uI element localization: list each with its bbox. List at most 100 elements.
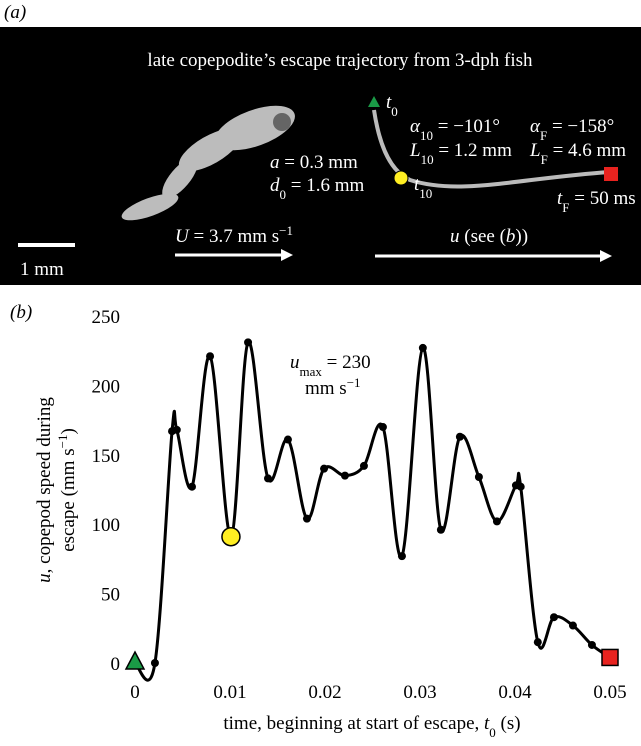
label-U-part: U [175,226,190,247]
label-u-part: )) [515,226,528,247]
label-d0: d0 = 1.6 mm [270,175,364,202]
annotation-part: = 230 [322,352,371,373]
data-point [533,638,542,647]
label-U-part: −1 [279,223,293,238]
y-axis-label: escape (mm s−1) [55,428,80,552]
label-d0-part: = 1.6 mm [286,175,364,196]
label-t10-part: 10 [419,186,432,201]
label-u: u (see (b)) [450,226,528,247]
scale-label: 1 mm [20,259,64,280]
data-point [378,423,387,432]
annotation-part: u [290,352,300,373]
end-marker [604,167,618,181]
label-tF-part: F [562,200,569,215]
speed-line [133,340,611,682]
data-point [188,482,196,491]
label-L10-part: L [409,140,421,161]
data-point [302,514,311,523]
label-d0-part: 0 [280,187,287,202]
label-a-part: a [270,152,280,173]
data-point [492,517,501,526]
data-point [397,552,406,561]
label-tF-part: = 50 ms [570,188,636,209]
label-U-part: = 3.7 mm s [189,226,279,247]
label-L10: L10 = 1.2 mm [409,140,512,167]
y-axis-label-part: , copepod speed during [34,397,55,574]
highlight-marker [221,526,241,547]
data-point [150,659,159,667]
label-LF-part: = 4.6 mm [548,140,626,161]
label-alphaF-part: F [540,128,547,143]
label-a: a = 0.3 mm [270,152,358,173]
label-u-part: (see ( [460,226,506,247]
label-alpha10-part: = −101° [433,116,500,137]
x-axis-label-part: t [484,713,490,734]
y-tick-label: 150 [92,446,121,467]
y-tick-label: 50 [101,585,120,606]
x-tick-label: 0.02 [308,682,341,703]
label-alpha10-part: α [410,116,421,137]
fish [121,105,295,221]
label-LF-part: L [529,140,541,161]
label-alphaF: αF = −158° [530,116,614,143]
x-tick-label: 0.03 [403,682,436,703]
x-axis-label: time, beginning at start of escape, t0 (… [223,713,520,740]
data-point [418,343,427,352]
trajectory [372,109,611,189]
x-tick-label: 0 [130,682,140,703]
y-tick-label: 0 [111,654,121,675]
y-axis-label-part: ) [58,428,79,434]
x-axis-label-part: time, beginning at start of escape, [223,713,484,734]
photo-background [0,27,641,285]
x-axis-label-part: (s) [496,713,521,734]
y-axis-label-part: escape (mm s [58,448,79,551]
label-t0: t0 [386,92,398,119]
y-axis-label-part: u [34,573,55,583]
start-marker [368,96,380,107]
label-a-part: = 0.3 mm [280,152,358,173]
annotation-part: max [300,364,323,379]
start-marker [124,650,146,670]
panel-label: (a) [4,2,26,23]
label-tF-part: t [557,188,563,209]
annotation: mm s−1 [305,375,361,400]
y-tick-label: 200 [92,376,121,397]
photo-title: late copepodite’s escape trajectory from… [147,50,533,71]
y-axis-label: u, copepod speed during [34,397,55,583]
annotation: umax = 230 [290,352,371,379]
data-point [264,474,272,483]
label-t10-part: t [414,174,420,195]
label-tF: tF = 50 ms [557,188,636,215]
label-alpha10-part: 10 [420,128,433,143]
y-tick-label: 250 [92,307,121,328]
data-point [587,640,596,649]
data-point [549,613,558,622]
label-t0-part: 0 [391,104,398,119]
label-d0-part: d [270,175,280,196]
x-tick-label: 0.01 [213,682,246,703]
data-point [474,473,483,482]
label-LF-part: F [541,152,548,167]
label-L10-part: 10 [421,152,434,167]
arrows [175,249,612,262]
data-point [455,432,464,441]
data-point [172,425,181,434]
label-u-part: u [450,226,460,247]
data-point [320,464,329,473]
annotation-part: −1 [347,375,361,390]
label-LF: LF = 4.6 mm [529,140,626,167]
data-point [436,525,445,534]
label-u-part: b [506,226,516,247]
annotation-part: mm s [305,378,347,399]
label-L10-part: = 1.2 mm [434,140,512,161]
y-axis-label-part: −1 [55,435,70,449]
end-marker [601,648,619,667]
t10-marker [393,170,409,186]
x-axis-label-part: 0 [489,725,496,740]
x-tick-label: 0.04 [498,682,532,703]
x-tick-label: 0.05 [593,682,626,703]
label-alphaF-part: = −158° [547,116,614,137]
label-U: U = 3.7 mm s−1 [175,223,293,248]
data-point [206,352,215,361]
